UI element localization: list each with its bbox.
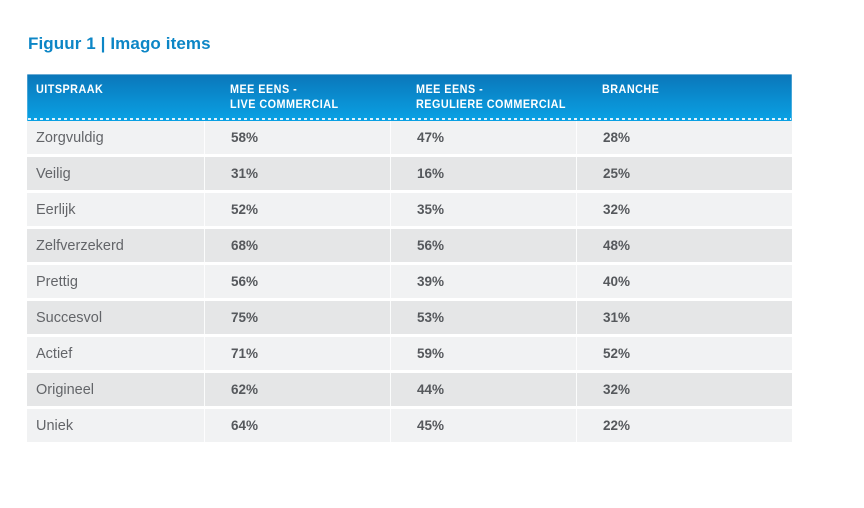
- cell-live-commercial: 56%: [204, 265, 390, 298]
- cell-live-commercial: 71%: [204, 337, 390, 370]
- cell-uitspraak: Zorgvuldig: [36, 129, 104, 146]
- cell-uitspraak: Prettig: [36, 273, 78, 290]
- table-row: Origineel 62% 44% 32%: [27, 373, 792, 406]
- cell-reguliere-commercial: 47%: [390, 121, 576, 154]
- header-line: MEE EENS -: [230, 84, 298, 96]
- cell-reguliere-commercial: 45%: [390, 409, 576, 442]
- cell-branche: 32%: [576, 193, 792, 226]
- cell-uitspraak: Actief: [36, 345, 73, 362]
- table-row: Actief 71% 59% 52%: [27, 337, 792, 370]
- cell-uitspraak: Eerlijk: [36, 201, 76, 218]
- cell-live-commercial: 64%: [204, 409, 390, 442]
- table-row: Veilig 31% 16% 25%: [27, 157, 792, 190]
- table-row: Zorgvuldig 58% 47% 28%: [27, 121, 792, 154]
- table-header-row: UITSPRAAK MEE EENS - LIVE COMMERCIAL MEE…: [27, 74, 792, 121]
- header-cell-uitspraak: UITSPRAAK: [27, 83, 204, 121]
- cell-live-commercial: 31%: [204, 157, 390, 190]
- cell-live-commercial: 75%: [204, 301, 390, 334]
- table-body: Zorgvuldig 58% 47% 28% Veilig 31% 16% 25…: [27, 121, 792, 442]
- cell-reguliere-commercial: 16%: [390, 157, 576, 190]
- cell-branche: 28%: [576, 121, 792, 154]
- table-row: Eerlijk 52% 35% 32%: [27, 193, 792, 226]
- cell-branche: 48%: [576, 229, 792, 262]
- table-row: Zelfverzekerd 68% 56% 48%: [27, 229, 792, 262]
- cell-reguliere-commercial: 53%: [390, 301, 576, 334]
- cell-branche: 31%: [576, 301, 792, 334]
- cell-reguliere-commercial: 56%: [390, 229, 576, 262]
- cell-uitspraak: Origineel: [36, 381, 95, 398]
- table-row: Prettig 56% 39% 40%: [27, 265, 792, 298]
- imago-items-table: UITSPRAAK MEE EENS - LIVE COMMERCIAL MEE…: [27, 74, 792, 442]
- cell-live-commercial: 58%: [204, 121, 390, 154]
- cell-reguliere-commercial: 39%: [390, 265, 576, 298]
- header-line: UITSPRAAK: [36, 84, 104, 96]
- cell-uitspraak: Zelfverzekerd: [36, 237, 124, 254]
- header-cell-branche: BRANCHE: [576, 83, 792, 121]
- cell-reguliere-commercial: 44%: [390, 373, 576, 406]
- header-line: MEE EENS -: [416, 84, 484, 96]
- cell-branche: 25%: [576, 157, 792, 190]
- cell-uitspraak: Uniek: [36, 417, 74, 434]
- cell-uitspraak: Veilig: [36, 165, 71, 182]
- header-cell-live-commercial: MEE EENS - LIVE COMMERCIAL: [204, 83, 390, 121]
- header-cell-reguliere-commercial: MEE EENS - REGULIERE COMMERCIAL: [390, 83, 576, 121]
- cell-live-commercial: 62%: [204, 373, 390, 406]
- cell-reguliere-commercial: 59%: [390, 337, 576, 370]
- cell-reguliere-commercial: 35%: [390, 193, 576, 226]
- figure-title: Figuur 1 | Imago items: [28, 34, 211, 53]
- table-row: Uniek 64% 45% 22%: [27, 409, 792, 442]
- table-row: Succesvol 75% 53% 31%: [27, 301, 792, 334]
- cell-uitspraak: Succesvol: [36, 309, 103, 326]
- cell-branche: 52%: [576, 337, 792, 370]
- cell-live-commercial: 52%: [204, 193, 390, 226]
- cell-branche: 40%: [576, 265, 792, 298]
- header-line: BRANCHE: [602, 84, 660, 96]
- cell-branche: 32%: [576, 373, 792, 406]
- header-line: LIVE COMMERCIAL: [230, 98, 339, 111]
- cell-live-commercial: 68%: [204, 229, 390, 262]
- header-line: REGULIERE COMMERCIAL: [416, 98, 566, 111]
- cell-branche: 22%: [576, 409, 792, 442]
